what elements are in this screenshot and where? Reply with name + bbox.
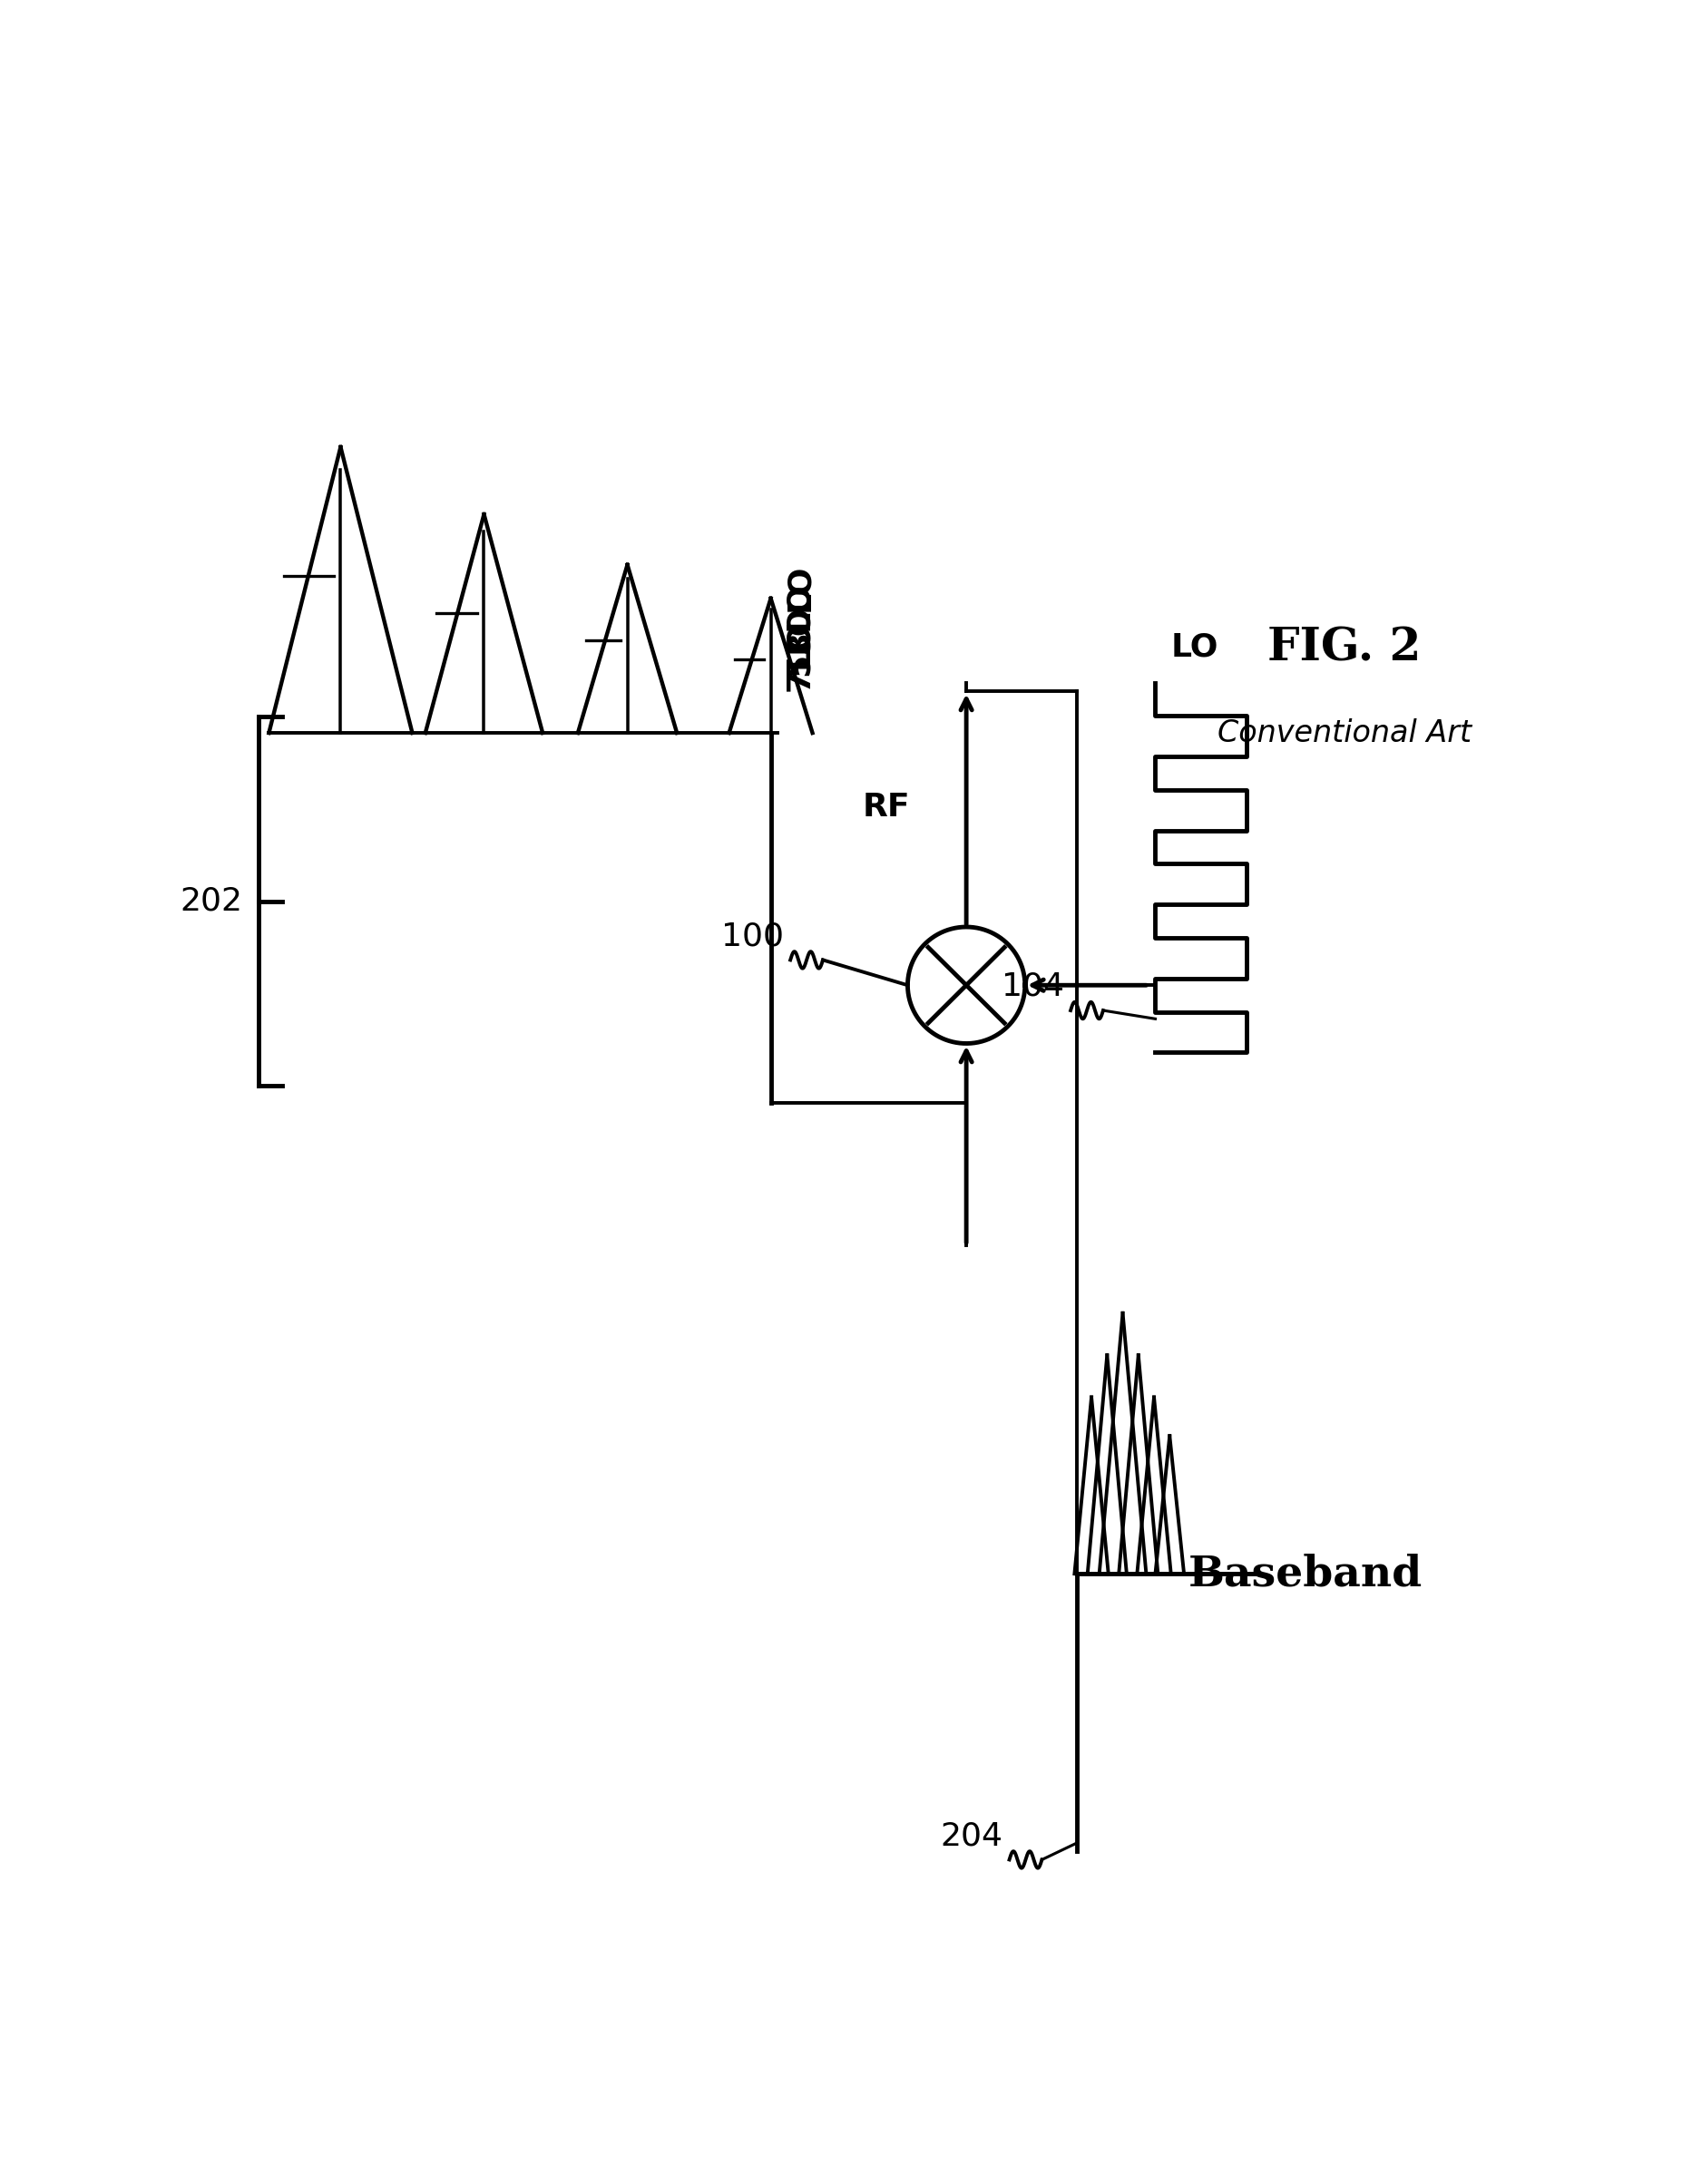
Text: 104: 104	[1001, 972, 1065, 1002]
Text: LO: LO	[784, 563, 814, 612]
Text: Baseband: Baseband	[1187, 1553, 1423, 1594]
Text: 204: 204	[940, 1821, 1002, 1852]
Text: 100: 100	[722, 922, 784, 952]
Text: LO: LO	[1171, 631, 1218, 664]
Text: 3LO: 3LO	[784, 583, 814, 653]
Text: 202: 202	[180, 887, 242, 917]
Text: 7LO: 7LO	[784, 620, 814, 690]
Text: FIG. 2: FIG. 2	[1268, 627, 1421, 670]
Text: 5LO: 5LO	[784, 605, 814, 675]
Text: Conventional Art: Conventional Art	[1218, 719, 1472, 747]
Text: RF: RF	[861, 793, 910, 823]
